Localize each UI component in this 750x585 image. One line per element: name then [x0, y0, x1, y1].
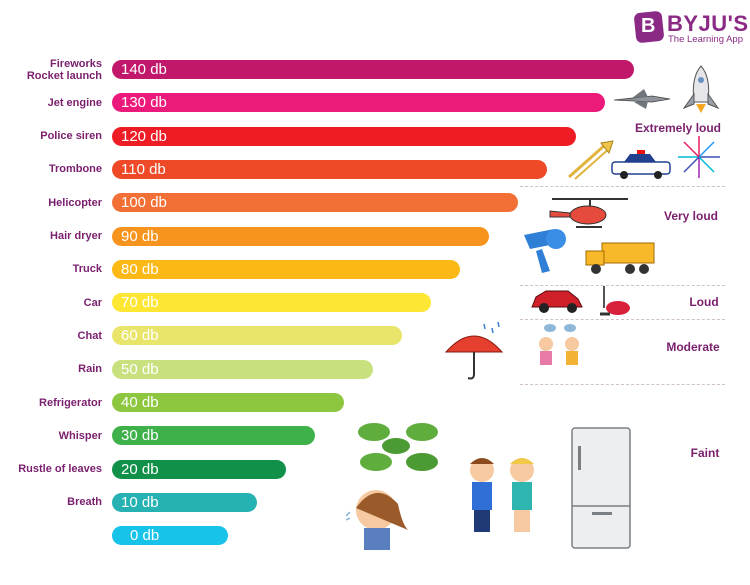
bar [112, 426, 315, 446]
category-label: Hair dryer [50, 230, 102, 242]
bar-value-label: 10 db [121, 493, 159, 511]
bar-value-label: 70 db [121, 294, 159, 312]
bar-value-label: 80 db [121, 260, 159, 278]
bar [112, 93, 605, 113]
bar-value-label: 40 db [121, 394, 159, 411]
rocket-icon [682, 65, 720, 113]
fireworks-icon [678, 136, 720, 178]
vacuum-cleaner-icon [600, 286, 630, 316]
category-label: Truck [72, 263, 102, 276]
bar-value-label: 120 db [121, 127, 167, 145]
category-label: Fireworks Rocket launch [26, 57, 102, 82]
bar [112, 326, 402, 346]
bar [112, 226, 489, 246]
bar-value-label: 60 db [121, 327, 159, 345]
helicopter-icon [549, 198, 628, 228]
whispering-kids-icon [470, 458, 534, 532]
category-label: Police siren [40, 130, 102, 143]
bar-value-label: 130 db [121, 94, 167, 112]
dump-truck-icon [585, 242, 655, 274]
bar-value-label: 50 db [121, 360, 159, 378]
bar [112, 293, 431, 313]
bar [112, 159, 547, 179]
bar-value-label: 140 db [121, 61, 167, 78]
refrigerator-icon [571, 427, 631, 549]
category-label: Breath [67, 496, 102, 509]
bar [112, 193, 518, 213]
bar [112, 526, 228, 546]
bar [112, 492, 257, 512]
bar [112, 359, 373, 379]
category-label: Trombone [48, 163, 102, 176]
category-label: Whisper [58, 429, 102, 442]
category-very-loud: Very loud [663, 209, 719, 223]
divider-line [520, 285, 725, 286]
category-extremely-loud: Extremely loud [634, 121, 722, 135]
car-icon [531, 290, 583, 313]
breathing-girl-icon [346, 490, 408, 550]
brand-name: BYJU'S [667, 11, 749, 36]
brand-letter: B [641, 15, 656, 37]
category-faint: Faint [690, 446, 720, 460]
police-car-icon [611, 150, 671, 179]
byjus-logo-icon [634, 11, 664, 43]
bar [112, 60, 634, 79]
leaves-icon [358, 423, 438, 471]
trombone-icon [568, 140, 614, 180]
bar [112, 459, 286, 479]
category-label: Car [83, 296, 102, 309]
brand-tagline: The Learning App [668, 34, 744, 45]
category-label: Rustle of leaves [18, 463, 102, 476]
bar [112, 393, 344, 412]
bar [112, 126, 576, 146]
bar-value-label: 0 db [130, 527, 160, 545]
fighter-jet-icon [613, 89, 671, 109]
hair-dryer-icon [524, 229, 566, 273]
divider-line [520, 384, 725, 385]
umbrella-icon [444, 322, 504, 380]
category-label: Rain [78, 363, 102, 376]
bar-value-label: 90 db [121, 227, 159, 245]
category-moderate: Moderate [666, 340, 720, 354]
bar-value-label: 30 db [121, 427, 159, 445]
divider-line [520, 319, 725, 320]
divider-line [520, 186, 725, 187]
bar-value-label: 110 db [121, 160, 166, 178]
category-label: Helicopter [48, 196, 102, 209]
brand-logo: B BYJU'S The Learning App [634, 9, 748, 50]
category-label: Refrigerator [39, 396, 102, 409]
bar-value-label: 20 db [121, 460, 159, 478]
bar [112, 259, 460, 279]
bar-value-label: 100 db [121, 194, 167, 212]
category-label: Jet engine [47, 96, 102, 109]
category-label: Chat [77, 329, 102, 342]
talking-kids-icon [539, 324, 579, 365]
category-loud: Loud [689, 295, 719, 309]
